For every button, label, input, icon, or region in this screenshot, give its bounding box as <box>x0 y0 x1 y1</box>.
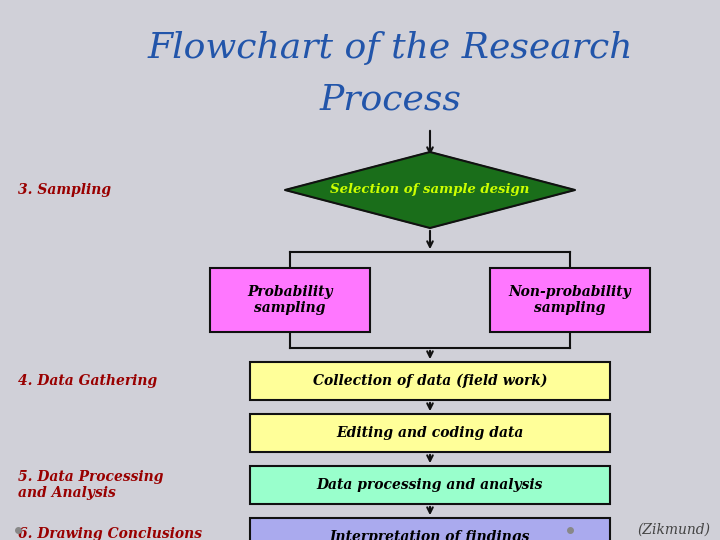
Text: Selection of sample design: Selection of sample design <box>330 184 530 197</box>
Text: Non-probability
sampling: Non-probability sampling <box>508 285 631 315</box>
Text: 6. Drawing Conclusions
and Preparing Report: 6. Drawing Conclusions and Preparing Rep… <box>18 527 202 540</box>
Text: 4. Data Gathering: 4. Data Gathering <box>18 374 157 388</box>
Text: Editing and coding data: Editing and coding data <box>336 426 523 440</box>
Text: 5. Data Processing
and Analysis: 5. Data Processing and Analysis <box>18 470 163 500</box>
FancyBboxPatch shape <box>250 362 610 400</box>
Text: Flowchart of the Research: Flowchart of the Research <box>148 31 633 65</box>
Text: Process: Process <box>319 83 461 117</box>
Text: (Zikmund): (Zikmund) <box>637 523 710 537</box>
Text: Interpretation of findings: Interpretation of findings <box>330 530 530 540</box>
FancyBboxPatch shape <box>250 518 610 540</box>
Text: Probability
sampling: Probability sampling <box>247 285 333 315</box>
Text: Data processing and analysis: Data processing and analysis <box>317 478 543 492</box>
Text: 3. Sampling: 3. Sampling <box>18 183 111 197</box>
FancyBboxPatch shape <box>210 268 370 332</box>
FancyBboxPatch shape <box>490 268 650 332</box>
FancyBboxPatch shape <box>250 414 610 452</box>
Text: Collection of data (field work): Collection of data (field work) <box>312 374 547 388</box>
FancyBboxPatch shape <box>250 466 610 504</box>
Polygon shape <box>285 152 575 228</box>
